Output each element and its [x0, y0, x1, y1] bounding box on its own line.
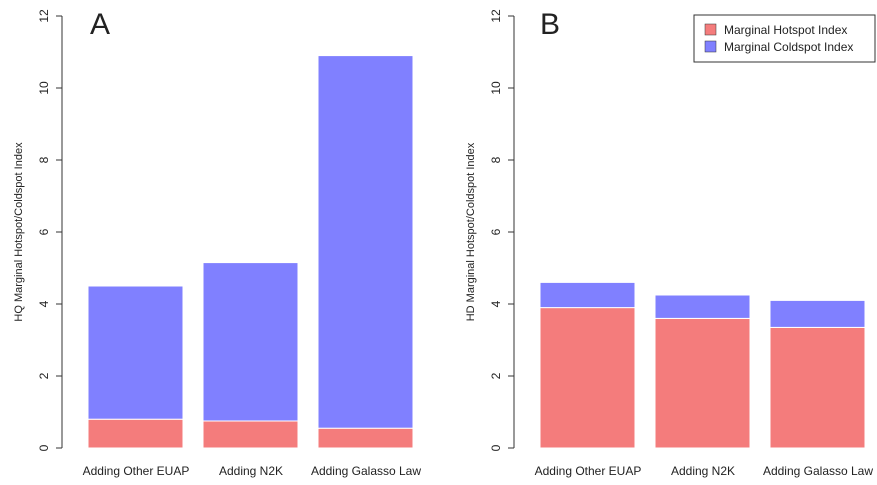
panel-a-ytick-label: 0	[37, 444, 51, 451]
panel-a-categories: Adding Other EUAP Adding N2K Adding Galass…	[83, 464, 422, 478]
panel-b-label: B	[540, 8, 560, 41]
panel-a-ytick-label: 12	[37, 9, 51, 23]
panel-a-bars	[87, 55, 414, 449]
panel-b-bar-hotspot-2	[769, 326, 866, 449]
panel-b-ytick-label: 12	[489, 9, 503, 23]
panel-b-ylabel: HD Marginal Hotspot/Coldspot Index	[465, 142, 477, 321]
panel-b-ytick-label: 2	[489, 372, 503, 379]
legend-box	[693, 14, 876, 63]
panel-a-bar-coldspot-0	[87, 285, 184, 420]
panel-b-categories: Adding Other EUAP Adding N2K Adding Galass…	[535, 464, 874, 478]
legend: Marginal Hotspot Index Marginal Coldspot…	[693, 14, 876, 63]
legend-swatch-coldspot	[704, 40, 717, 53]
panel-b-bar-coldspot-2	[769, 299, 866, 328]
panel-b-bar-hotspot-0	[539, 307, 636, 449]
panel-b-ytick-label: 8	[489, 156, 503, 163]
panel-b-bars	[539, 281, 866, 449]
panel-a-yticks: 0 2 4 6 8 10 12	[37, 9, 62, 451]
panel-b-ytick-label: 0	[489, 444, 503, 451]
panel-a-category-label: Adding Galasso Law	[311, 464, 421, 478]
panel-a-bar-coldspot-2	[317, 55, 414, 429]
panel-a-ylabel: HQ Marginal Hotspot/Coldspot Index	[13, 142, 25, 322]
legend-label-hotspot: Marginal Hotspot Index	[724, 23, 847, 37]
panel-b-ytick-label: 6	[489, 228, 503, 235]
panel-a-bar-hotspot-0	[87, 418, 184, 449]
panel-b-bar-hotspot-1	[654, 317, 751, 449]
panel-a-bar-coldspot-1	[202, 262, 299, 422]
panel-a-ytick-label: 4	[37, 300, 51, 307]
legend-swatch-hotspot	[704, 23, 717, 36]
panel-b-ytick-label: 4	[489, 300, 503, 307]
panel-b-ytick-label: 10	[489, 81, 503, 95]
panel-b-category-label: Adding Galasso Law	[763, 464, 873, 478]
panel-a-ytick-label: 2	[37, 372, 51, 379]
panel-b-bar-coldspot-0	[539, 281, 636, 309]
panel-b-bar-coldspot-1	[654, 294, 751, 319]
panel-a-ytick-label: 10	[37, 81, 51, 95]
panel-a-ytick-label: 8	[37, 156, 51, 163]
panel-b: B HD Marginal Hotspot/Coldspot Index 0 2 4…	[465, 8, 876, 478]
panel-b-category-label: Adding Other EUAP	[535, 464, 642, 478]
panel-a-label: A	[90, 8, 110, 41]
panel-a-category-label: Adding N2K	[219, 464, 283, 478]
panel-a: A HQ Marginal Hotspot/Coldspot Index 0 2 4…	[13, 8, 421, 478]
panel-a-ytick-label: 6	[37, 228, 51, 235]
panel-b-yticks: 0 2 4 6 8 10 12	[489, 9, 514, 451]
panel-b-category-label: Adding N2K	[671, 464, 735, 478]
panel-a-bar-hotspot-2	[317, 427, 414, 449]
panel-a-category-label: Adding Other EUAP	[83, 464, 190, 478]
panel-a-bar-hotspot-1	[202, 420, 299, 449]
legend-label-coldspot: Marginal Coldspot Index	[724, 40, 853, 54]
